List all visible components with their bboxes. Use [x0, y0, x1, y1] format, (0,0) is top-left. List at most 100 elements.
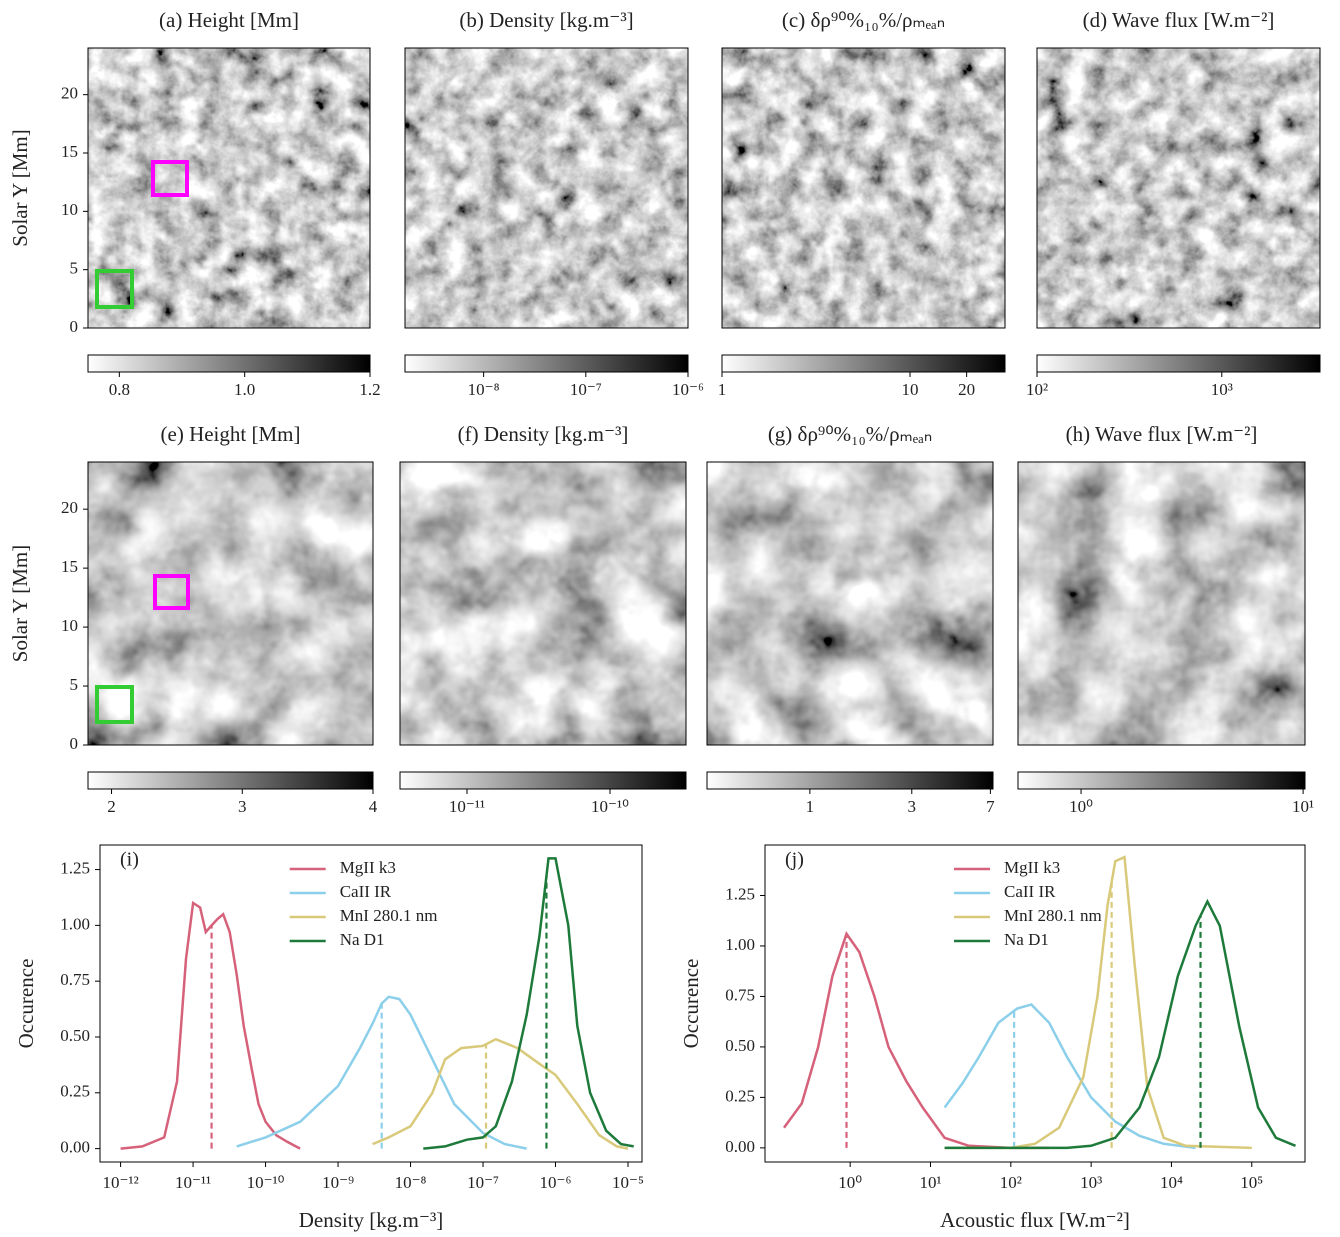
y-tick-label: 1.25 — [60, 858, 90, 877]
legend-label: Na D1 — [1004, 930, 1049, 949]
x-tick-label: 10¹ — [919, 1173, 941, 1192]
x-tick-label: 10⁻⁵ — [612, 1173, 644, 1192]
x-tick-label: 10⁻¹² — [103, 1173, 139, 1192]
colorbar — [1018, 772, 1305, 789]
colorbar-tick-label: 2 — [107, 797, 116, 816]
x-tick-label: 10⁴ — [1160, 1173, 1183, 1192]
colorbar-tick-label: 10⁻¹⁰ — [591, 797, 629, 816]
x-tick-label: 10⁵ — [1240, 1173, 1263, 1192]
legend-label: MnI 280.1 nm — [1004, 906, 1102, 925]
page: {"chart_data":[ {"type":"image","title":… — [0, 0, 1340, 1237]
colorbar-tick-label: 10⁰ — [1069, 797, 1093, 816]
y-tick-label: 20 — [61, 84, 78, 103]
y-tick-label: 0.50 — [725, 1036, 755, 1055]
x-tick-label: 10⁻⁸ — [395, 1173, 427, 1192]
x-tick-label: 10⁰ — [838, 1173, 862, 1192]
legend-label: MgII k3 — [340, 858, 396, 877]
legend-label: MnI 280.1 nm — [340, 906, 438, 925]
x-tick-label: 10² — [1000, 1173, 1022, 1192]
colorbar — [400, 772, 686, 789]
y-tick-label: 0 — [70, 734, 79, 753]
colorbar-tick-label: 0.8 — [109, 380, 130, 399]
y-tick-label: 1.00 — [725, 935, 755, 954]
colorbar-tick-label: 4 — [369, 797, 378, 816]
y-axis-label: Solar Y [Mm] — [8, 129, 32, 246]
colorbar — [707, 772, 993, 789]
colorbar — [405, 355, 688, 372]
colorbar — [1037, 355, 1320, 372]
panel-title: (a) Height [Mm] — [159, 8, 299, 32]
colorbar — [88, 772, 373, 789]
y-tick-label: 0.00 — [60, 1138, 90, 1157]
series-line — [121, 903, 301, 1149]
panel-title: (c) δρ⁹⁰%₁₀%/ρₘₑₐₙ — [782, 8, 945, 32]
y-tick-label: 0 — [70, 317, 79, 336]
y-tick-label: 15 — [61, 142, 78, 161]
x-axis-label: Acoustic flux [W.m⁻²] — [940, 1208, 1130, 1232]
colorbar-tick-label: 10⁻⁸ — [468, 380, 500, 399]
colorbar-tick-label: 10⁻⁷ — [570, 380, 602, 399]
x-tick-label: 10³ — [1080, 1173, 1102, 1192]
y-axis-label: Occurence — [679, 959, 703, 1049]
series-line — [784, 934, 1049, 1148]
y-tick-label: 0.00 — [725, 1137, 755, 1156]
colorbar-tick-label: 10⁻⁶ — [672, 380, 704, 399]
colorbar-tick-label: 1 — [806, 797, 815, 816]
colorbar-tick-label: 1.2 — [359, 380, 380, 399]
colorbar-tick-label: 1 — [718, 380, 727, 399]
heatmap-image — [722, 48, 1005, 328]
heatmap-image — [1037, 48, 1320, 328]
series-line — [945, 1005, 1196, 1148]
x-tick-label: 10⁻⁹ — [322, 1173, 354, 1192]
panel-annotation: (j) — [785, 849, 804, 871]
legend-label: Na D1 — [340, 930, 385, 949]
colorbar-tick-label: 7 — [986, 797, 995, 816]
y-tick-label: 20 — [61, 498, 78, 517]
y-tick-label: 10 — [61, 200, 78, 219]
colorbar-tick-label: 10¹ — [1292, 797, 1314, 816]
colorbar-tick-label: 3 — [908, 797, 917, 816]
colorbar-tick-label: 10 — [902, 380, 919, 399]
panel-title: (e) Height [Mm] — [161, 422, 301, 446]
panel-annotation: (i) — [120, 849, 139, 871]
y-tick-label: 0.50 — [60, 1026, 90, 1045]
panel-title: (h) Wave flux [W.m⁻²] — [1066, 422, 1258, 446]
x-tick-label: 10⁻⁶ — [540, 1173, 572, 1192]
colorbar-tick-label: 10³ — [1211, 380, 1233, 399]
legend-label: CaII IR — [340, 882, 392, 901]
x-tick-label: 10⁻¹¹ — [175, 1173, 211, 1192]
x-axis-label: Density [kg.m⁻³] — [299, 1208, 444, 1232]
y-tick-label: 0.25 — [60, 1082, 90, 1101]
x-tick-label: 10⁻¹⁰ — [247, 1173, 285, 1192]
colorbar — [88, 355, 370, 372]
y-tick-label: 0.75 — [60, 970, 90, 989]
colorbar-tick-label: 10² — [1026, 380, 1048, 399]
colorbar-tick-label: 10⁻¹¹ — [449, 797, 485, 816]
heatmap-image — [405, 48, 688, 328]
x-tick-label: 10⁻⁷ — [467, 1173, 499, 1192]
heatmap-image — [707, 462, 993, 745]
figure: (a) Height [Mm]05101520Solar Y [Mm]0.81.… — [0, 0, 1340, 1237]
y-tick-label: 15 — [61, 557, 78, 576]
heatmap-image — [400, 462, 686, 745]
panel-title: (d) Wave flux [W.m⁻²] — [1083, 8, 1275, 32]
y-tick-label: 1.00 — [60, 914, 90, 933]
y-tick-label: 1.25 — [725, 884, 755, 903]
panel-title: (b) Density [kg.m⁻³] — [459, 8, 633, 32]
y-axis-label: Solar Y [Mm] — [8, 545, 32, 662]
y-tick-label: 10 — [61, 616, 78, 635]
heatmap-image — [1018, 462, 1305, 745]
legend-label: MgII k3 — [1004, 858, 1060, 877]
legend-label: CaII IR — [1004, 882, 1056, 901]
y-tick-label: 0.75 — [725, 985, 755, 1004]
y-axis-label: Occurence — [14, 959, 38, 1049]
y-tick-label: 5 — [70, 259, 79, 278]
panel-title: (g) δρ⁹⁰%₁₀%/ρₘₑₐₙ — [768, 422, 932, 446]
colorbar-tick-label: 3 — [238, 797, 247, 816]
colorbar — [722, 355, 1005, 372]
y-tick-label: 0.25 — [725, 1086, 755, 1105]
colorbar-tick-label: 20 — [958, 380, 975, 399]
colorbar-tick-label: 1.0 — [234, 380, 255, 399]
panel-title: (f) Density [kg.m⁻³] — [458, 422, 629, 446]
y-tick-label: 5 — [70, 675, 79, 694]
